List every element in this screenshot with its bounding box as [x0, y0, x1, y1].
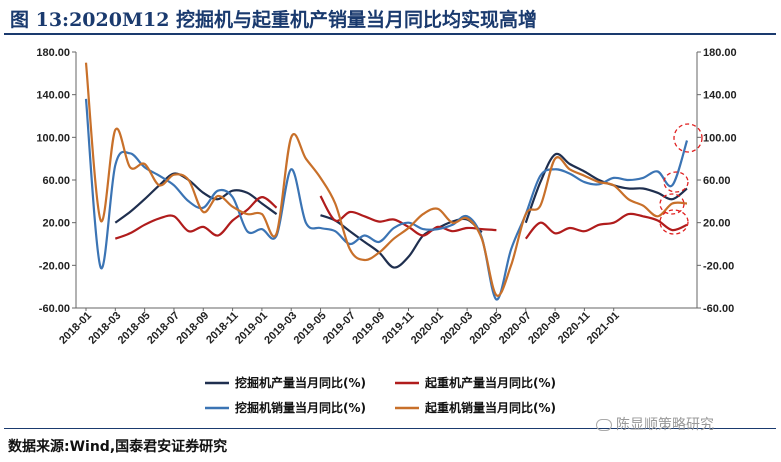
source-note: 数据来源:Wind,国泰君安证券研究 — [8, 439, 228, 455]
series-line-excavator_production — [114, 172, 278, 224]
highlight-circle-2 — [663, 171, 689, 193]
x-tick-label: 2018-09 — [174, 310, 211, 347]
watermark-text: 陈显顺策略研究 — [616, 417, 714, 433]
highlight-circle-3 — [659, 193, 685, 215]
legend-label-crane_sales: 起重机销量当月同比(%) — [424, 400, 556, 415]
y-tick-label-right: 100.00 — [703, 132, 737, 144]
y-tick-label-right: 140.00 — [703, 90, 737, 102]
y-tick-label-left: 20.00 — [42, 218, 70, 230]
y-tick-label-left: 140.00 — [36, 90, 70, 102]
y-tick-label-left: -60.00 — [39, 303, 70, 315]
y-tick-label-right: -60.00 — [703, 303, 734, 315]
y-tick-label-right: 20.00 — [703, 218, 731, 230]
legend-label-excavator_production: 挖掘机产量当月同比(%) — [235, 375, 366, 390]
y-tick-label-left: 180.00 — [36, 47, 70, 59]
title-bar: 图 13:2020M12 挖掘机与起重机产销量当月同比均实现高增 — [4, 3, 776, 35]
highlight-circle-4 — [659, 209, 689, 235]
chart-annotations — [659, 123, 703, 235]
y-tick-label-left: 60.00 — [42, 175, 70, 187]
series-line-crane_production — [524, 212, 688, 240]
watermark: 陈显顺策略研究 — [596, 414, 714, 434]
chart-axes: 180.00 180.00 140.00 140.00 100.00 100.00 60.0… — [36, 47, 736, 347]
y-tick-label-right: 60.00 — [703, 175, 731, 187]
chart-title: 图 13:2020M12 挖掘机与起重机产销量当月同比均实现高增 — [10, 9, 538, 31]
x-tick-label: 2019-09 — [350, 310, 387, 347]
highlight-circle-1 — [673, 123, 703, 153]
y-tick-label-left: 100.00 — [36, 132, 70, 144]
legend-label-crane_production: 起重机产量当月同比(%) — [424, 375, 556, 390]
x-tick-label: 2020-09 — [526, 310, 563, 347]
y-tick-label-right: 180.00 — [703, 47, 737, 59]
series-line-excavator_sales — [84, 98, 689, 301]
footer-divider — [4, 428, 776, 429]
series-line-excavator_production — [320, 214, 483, 269]
y-tick-label-right: -20.00 — [703, 260, 734, 272]
x-tick-label: 2021-01 — [585, 310, 622, 347]
y-tick-label-left: -20.00 — [39, 260, 70, 272]
chart-series — [84, 62, 689, 301]
legend-label-excavator_sales: 挖掘机销量当月同比(%) — [235, 400, 366, 415]
series-line-crane_production — [114, 196, 278, 240]
wechat-icon — [596, 419, 612, 431]
series-line-crane_sales — [84, 62, 688, 297]
chart-legend: 挖掘机产量当月同比(%) 起重机产量当月同比(%) 挖掘机销量当月同比(%) 起重机销… — [205, 375, 556, 415]
